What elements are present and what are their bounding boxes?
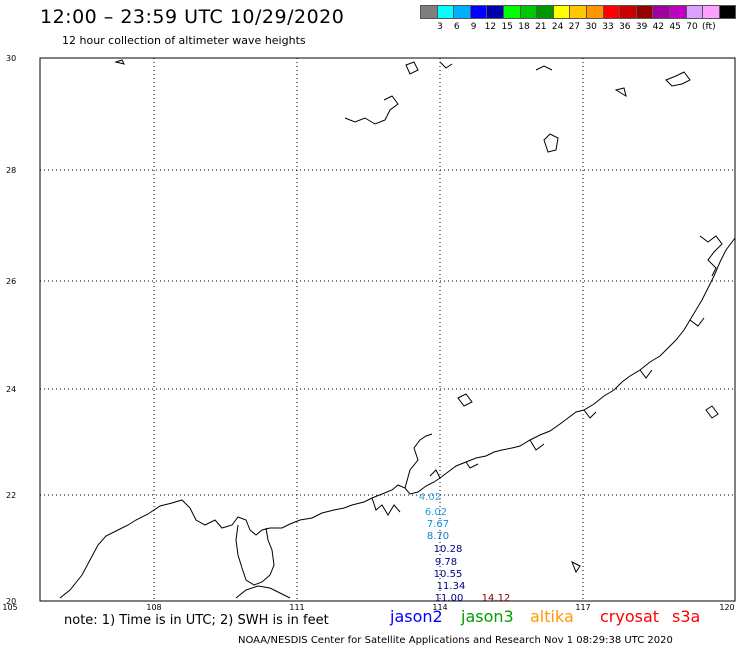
lon-label: 108: [146, 603, 161, 612]
swh-observation: 11.00: [435, 593, 464, 604]
legend-altika: altika: [530, 607, 574, 626]
scale-label: 6: [453, 22, 460, 32]
scale-label: 70: [686, 22, 698, 32]
lon-label: 117: [575, 603, 590, 612]
swh-observation: 14.12: [482, 593, 511, 604]
credit-line: NOAA/NESDIS Center for Satellite Applica…: [238, 635, 673, 646]
lat-label: 30: [6, 54, 16, 63]
lon-label: 111: [289, 603, 304, 612]
coastline-mainland: [59, 237, 736, 599]
chart-title: 12:00 – 23:59 UTC 10/29/2020: [40, 6, 345, 28]
lat-label: 24: [6, 385, 16, 394]
legend-cryosat: cryosat: [600, 607, 660, 626]
coastline-north-islands: [114, 59, 723, 574]
scale-label: 24: [551, 22, 564, 32]
lat-label: 26: [6, 277, 16, 286]
coastline-mainland-detail: [371, 317, 705, 516]
lat-label: 28: [6, 166, 16, 175]
scale-label: 21: [535, 22, 547, 32]
legend-jason2: jason2: [390, 607, 443, 626]
scale-label: 42: [652, 22, 665, 32]
scale-label: 36: [619, 22, 631, 32]
swh-observation: 6.02: [425, 507, 447, 518]
chart-subtitle: 12 hour collection of altimeter wave hei…: [62, 34, 306, 47]
scale-label: 3: [437, 22, 443, 32]
scale-label: 45: [669, 22, 681, 32]
swh-observation: 10.28: [434, 544, 463, 555]
legend-jason3: jason3: [461, 607, 514, 626]
lon-label: 105: [2, 603, 17, 612]
coastline-leizhou: [235, 524, 275, 586]
units-note: note: 1) Time is in UTC; 2) SWH is in fe…: [64, 613, 329, 628]
scale-swatch: [718, 5, 737, 19]
scale-label: 15: [501, 22, 513, 32]
swh-observation: 10.55: [434, 569, 463, 580]
scale-label: 18: [518, 22, 530, 32]
scale-label: 12: [484, 22, 497, 32]
scale-label: 27: [568, 22, 581, 32]
swh-observation: 4.02: [419, 492, 441, 503]
scale-label: 33: [602, 22, 614, 32]
lat-label: 22: [6, 491, 16, 500]
map-frame: [39, 57, 736, 602]
grid: [40, 58, 735, 601]
scale-label: 9: [470, 22, 477, 32]
swh-observation: 11.34: [437, 581, 466, 592]
coastline-hainan: [235, 585, 291, 599]
scale-label: 30: [585, 22, 597, 32]
scale-unit: (ft): [702, 22, 716, 32]
lat-label: 20: [6, 597, 16, 606]
swh-observation: 8.70: [427, 531, 449, 542]
scale-label: 39: [635, 22, 648, 32]
color-scale: [420, 5, 737, 19]
swh-observation: 9.78: [435, 557, 457, 568]
lon-label: 120: [719, 603, 734, 612]
legend-s3a: s3a: [672, 607, 701, 626]
lon-label: 114: [432, 603, 447, 612]
swh-observation: 7.67: [427, 519, 449, 530]
